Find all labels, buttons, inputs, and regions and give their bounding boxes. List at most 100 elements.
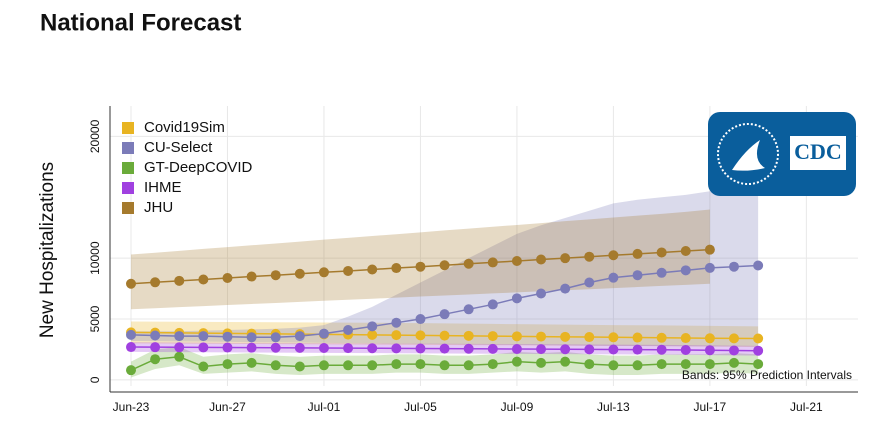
legend-swatch bbox=[122, 142, 134, 154]
point bbox=[632, 248, 643, 259]
point bbox=[608, 344, 619, 355]
point bbox=[343, 265, 354, 276]
point bbox=[680, 359, 691, 370]
legend-swatch bbox=[122, 162, 134, 174]
point bbox=[415, 359, 426, 370]
point bbox=[656, 359, 667, 370]
point bbox=[584, 251, 595, 262]
point bbox=[318, 343, 329, 354]
point bbox=[246, 342, 257, 353]
point bbox=[415, 330, 426, 341]
point bbox=[126, 278, 136, 289]
point bbox=[198, 331, 209, 342]
x-tick-label: Jul-05 bbox=[404, 400, 437, 414]
point bbox=[729, 261, 739, 272]
point bbox=[439, 360, 450, 371]
point bbox=[318, 328, 329, 339]
point bbox=[608, 360, 619, 371]
point bbox=[656, 332, 667, 343]
point bbox=[560, 331, 571, 342]
legend-label: IHME bbox=[144, 179, 182, 196]
point bbox=[294, 268, 305, 279]
point bbox=[367, 343, 378, 354]
point bbox=[174, 351, 185, 362]
cdc-logo: CDC bbox=[708, 112, 856, 196]
point bbox=[511, 293, 522, 304]
legend-label: CU-Select bbox=[144, 139, 213, 156]
x-tick-label: Jun-27 bbox=[209, 400, 246, 414]
point bbox=[439, 309, 450, 320]
point bbox=[367, 321, 378, 332]
point bbox=[222, 342, 233, 353]
point bbox=[439, 260, 450, 271]
point bbox=[391, 359, 402, 370]
point bbox=[391, 263, 402, 274]
point bbox=[270, 332, 281, 343]
point bbox=[487, 257, 498, 268]
point bbox=[487, 343, 498, 354]
point bbox=[391, 343, 402, 354]
point bbox=[343, 360, 354, 371]
point bbox=[753, 359, 764, 370]
legend-label: JHU bbox=[144, 199, 173, 216]
point bbox=[367, 360, 378, 371]
point bbox=[560, 283, 571, 294]
point bbox=[584, 344, 595, 355]
point bbox=[536, 344, 547, 355]
point bbox=[487, 359, 498, 370]
point bbox=[753, 260, 764, 271]
point bbox=[729, 345, 739, 356]
prediction-band bbox=[131, 185, 759, 347]
point bbox=[560, 356, 571, 367]
point bbox=[198, 274, 209, 285]
logo-eagle bbox=[732, 140, 765, 171]
point bbox=[608, 272, 619, 283]
point bbox=[632, 344, 643, 355]
point bbox=[656, 267, 667, 278]
point bbox=[126, 342, 136, 353]
point bbox=[632, 332, 643, 343]
point bbox=[536, 254, 547, 265]
point bbox=[294, 361, 305, 372]
x-tick-label: Jul-01 bbox=[308, 400, 341, 414]
logo-background bbox=[708, 112, 856, 196]
point bbox=[704, 345, 715, 356]
point bbox=[608, 250, 619, 261]
point bbox=[680, 265, 691, 276]
point bbox=[294, 331, 305, 342]
point bbox=[536, 331, 547, 342]
point bbox=[126, 365, 136, 376]
x-tick-label: Jul-09 bbox=[501, 400, 534, 414]
point bbox=[174, 331, 185, 342]
point bbox=[174, 275, 185, 286]
point bbox=[632, 360, 643, 371]
point bbox=[367, 329, 378, 340]
point bbox=[415, 343, 426, 354]
y-axis-label: New Hospitalizations bbox=[37, 162, 58, 338]
point bbox=[343, 325, 354, 335]
point bbox=[198, 361, 209, 372]
point bbox=[270, 360, 281, 371]
point bbox=[318, 360, 329, 371]
annotation: Bands: 95% Prediction Intervals bbox=[682, 368, 852, 382]
point bbox=[391, 330, 402, 341]
point bbox=[656, 247, 667, 258]
point bbox=[246, 271, 257, 282]
point bbox=[584, 277, 595, 288]
point bbox=[246, 357, 257, 368]
point bbox=[656, 344, 667, 355]
point bbox=[463, 343, 474, 354]
point bbox=[270, 342, 281, 353]
point bbox=[343, 343, 354, 354]
point bbox=[415, 314, 426, 325]
point bbox=[126, 329, 136, 340]
point bbox=[463, 330, 474, 341]
chart-title: National Forecast bbox=[40, 9, 241, 36]
point bbox=[439, 343, 450, 354]
point bbox=[584, 359, 595, 370]
legend-swatch bbox=[122, 202, 134, 214]
point bbox=[680, 245, 691, 256]
logo-box bbox=[790, 136, 846, 170]
